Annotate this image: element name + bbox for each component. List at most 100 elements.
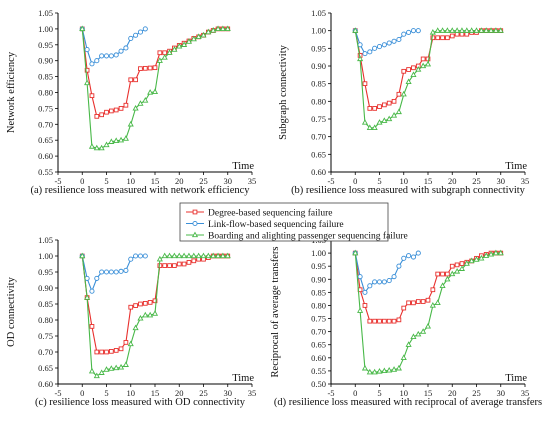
data-point: [449, 27, 456, 33]
data-point: [191, 258, 197, 264]
data-point: [147, 65, 153, 71]
data-point: [195, 33, 202, 39]
data-point: [99, 349, 104, 355]
x-tick-label: 35: [521, 388, 530, 398]
data-point: [79, 252, 86, 259]
y-tick-label: 0.75: [311, 314, 326, 324]
series-line: [354, 252, 501, 373]
y-tick-label: 1.00: [38, 24, 53, 34]
x-tick-label: 10: [400, 388, 409, 398]
data-point: [390, 112, 398, 118]
x-tick-label: 0: [353, 388, 357, 398]
y-tick-label: 0.65: [38, 363, 53, 373]
series-degree-based-sequencing-failure: [352, 28, 504, 111]
data-point: [108, 138, 115, 144]
data-point: [415, 330, 422, 337]
data-point: [445, 271, 450, 277]
data-point: [386, 366, 393, 373]
data-point: [133, 253, 139, 259]
data-point: [123, 102, 129, 108]
data-point: [405, 341, 412, 347]
data-point: [362, 289, 368, 295]
data-point: [118, 346, 124, 352]
data-point: [161, 54, 168, 60]
data-point: [487, 27, 495, 33]
data-point: [400, 90, 407, 97]
x-tick-label: 25: [199, 388, 208, 398]
data-point: [84, 47, 90, 53]
data-point: [372, 279, 378, 285]
data-point: [152, 298, 158, 304]
data-point: [133, 32, 139, 38]
data-point: [156, 57, 163, 63]
series-line: [354, 30, 501, 109]
data-point: [127, 340, 134, 347]
data-point: [357, 307, 364, 313]
data-point: [113, 52, 119, 58]
panel-caption: (b) resilience loss measured with subgra…: [291, 185, 526, 196]
data-point: [103, 141, 110, 148]
data-point: [371, 124, 378, 130]
data-point: [161, 252, 168, 259]
data-point: [84, 275, 90, 281]
data-point: [118, 48, 124, 54]
x-tick-label: -5: [54, 176, 61, 186]
series-link-flow-based-sequencing-failure: [352, 28, 421, 57]
data-point: [214, 252, 222, 259]
y-tick-label: 0.95: [311, 261, 326, 271]
data-point: [377, 104, 382, 109]
data-point: [381, 117, 388, 123]
data-point: [99, 269, 105, 275]
data-point: [123, 45, 129, 51]
data-point: [396, 317, 402, 323]
series-line: [354, 30, 501, 129]
x-tick-label: 10: [127, 388, 136, 398]
data-point: [123, 340, 129, 345]
panel-a-network-efficiency: 0.55 0.60 0.65 0.70 0.75 0.80 0.85 0.90 0.95 1.00…: [6, 8, 256, 196]
data-point: [381, 367, 388, 374]
data-point: [406, 253, 412, 259]
data-point: [424, 60, 432, 67]
data-point: [210, 27, 217, 33]
y-tick-label: 0.80: [311, 96, 326, 106]
data-point: [391, 98, 397, 104]
data-point: [171, 252, 178, 259]
series-link-flow-based-sequencing-failure: [79, 253, 148, 294]
data-point: [103, 53, 110, 59]
data-point: [89, 288, 95, 294]
data-point: [434, 299, 441, 305]
data-point: [151, 310, 159, 316]
data-point: [411, 300, 416, 306]
data-point: [391, 38, 397, 44]
data-point: [219, 25, 226, 32]
data-point: [429, 302, 436, 308]
data-point: [113, 137, 120, 143]
x-tick-label: 0: [80, 388, 84, 398]
data-point: [147, 89, 154, 95]
data-point: [420, 62, 427, 69]
data-point: [454, 262, 460, 268]
legend-item-boarding-and-alighting-passenger-sequencing-failure: Boarding and alighting passenger sequenc…: [186, 230, 408, 241]
data-point: [366, 124, 373, 130]
data-point: [132, 104, 139, 111]
y-tick-label: 0.80: [38, 315, 53, 325]
y-tick-label: 0.50: [311, 379, 326, 389]
legend-label: Boarding and alighting passenger sequenc…: [208, 230, 408, 241]
data-point: [123, 267, 129, 273]
data-point: [122, 135, 129, 141]
data-point: [99, 53, 105, 59]
data-point: [185, 252, 193, 259]
data-point: [401, 31, 407, 37]
data-point: [458, 27, 466, 33]
data-point: [205, 252, 212, 259]
data-point: [142, 97, 149, 103]
legend-item-degree-based-sequencing-failure: Degree-based sequencing failure: [186, 207, 333, 218]
x-tick-label: 15: [424, 176, 433, 186]
data-point: [483, 252, 490, 258]
data-point: [181, 41, 188, 47]
data-point: [371, 368, 378, 375]
x-tick-label: -5: [327, 176, 334, 186]
data-point: [142, 65, 148, 71]
series-degree-based-sequencing-failure: [79, 26, 231, 119]
